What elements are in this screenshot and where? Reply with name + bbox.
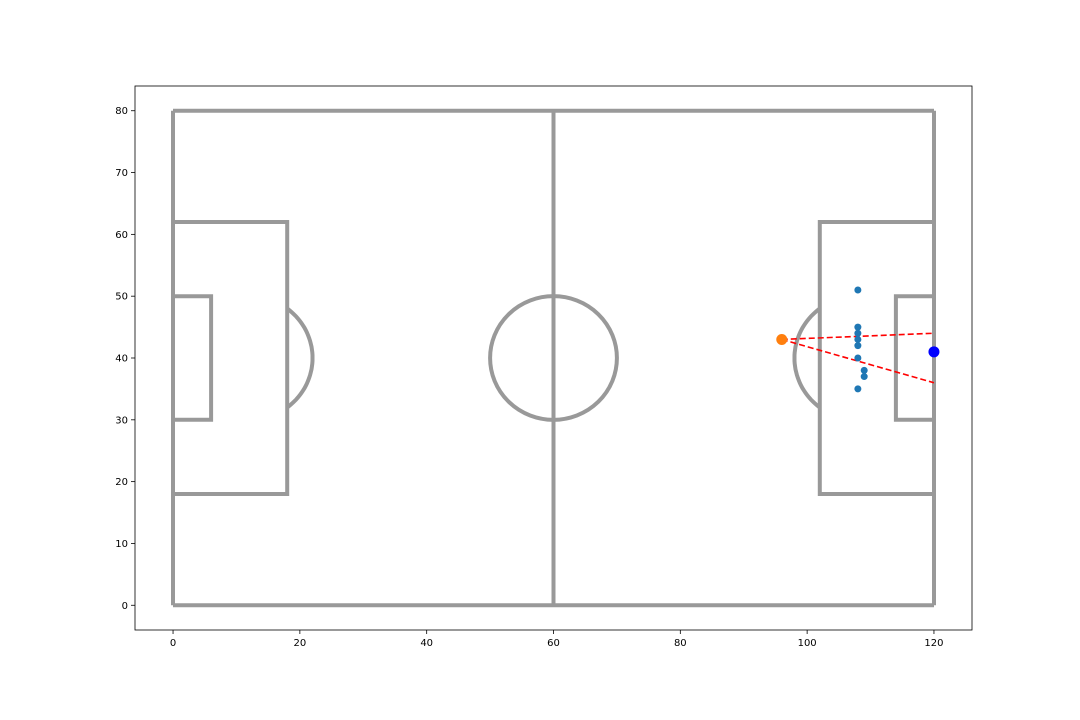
goalkeeper-point: [928, 346, 940, 358]
penalty-arc-right: [792, 306, 822, 410]
marker-layer: [776, 286, 940, 393]
y-axis: 0 10 20 30 40 50 60 70 80: [115, 106, 135, 612]
x-tick-label-60: 60: [547, 638, 560, 649]
center-circle: [488, 294, 619, 422]
penalty-box-right: [817, 220, 934, 496]
y-tick-label-80: 80: [115, 106, 128, 117]
player-point-3: [854, 329, 862, 337]
y-tick-label-0: 0: [122, 601, 128, 612]
player-point-4: [854, 335, 862, 343]
y-tick-label-60: 60: [115, 230, 128, 241]
shooter-point: [776, 333, 788, 345]
player-point-1: [854, 286, 862, 294]
pitch-layer: [171, 108, 936, 608]
y-tick-label-10: 10: [115, 539, 128, 550]
x-tick-label-120: 120: [924, 638, 943, 649]
x-tick-label-100: 100: [798, 638, 817, 649]
player-point-9: [854, 385, 862, 393]
penalty-arc-left: [285, 306, 315, 410]
player-point-8: [860, 373, 868, 381]
shot-cone-line-2: [781, 338, 935, 384]
player-point-2: [854, 323, 862, 331]
y-tick-label-50: 50: [115, 292, 128, 303]
y-tick-label-30: 30: [115, 415, 128, 426]
penalty-box-left: [173, 220, 290, 496]
x-axis: 0 20 40 60 80 100 120: [170, 630, 944, 649]
y-tick-label-20: 20: [115, 477, 128, 488]
y-tick-label-40: 40: [115, 354, 128, 365]
player-point-7: [860, 366, 868, 374]
player-point-5: [854, 342, 862, 350]
x-tick-label-20: 20: [293, 638, 306, 649]
six-yard-box-left: [173, 294, 214, 422]
x-tick-label-0: 0: [170, 638, 176, 649]
x-tick-label-40: 40: [420, 638, 433, 649]
six-yard-box-right: [893, 294, 934, 422]
x-tick-label-80: 80: [674, 638, 687, 649]
player-point-6: [854, 354, 862, 362]
y-tick-label-70: 70: [115, 168, 128, 179]
